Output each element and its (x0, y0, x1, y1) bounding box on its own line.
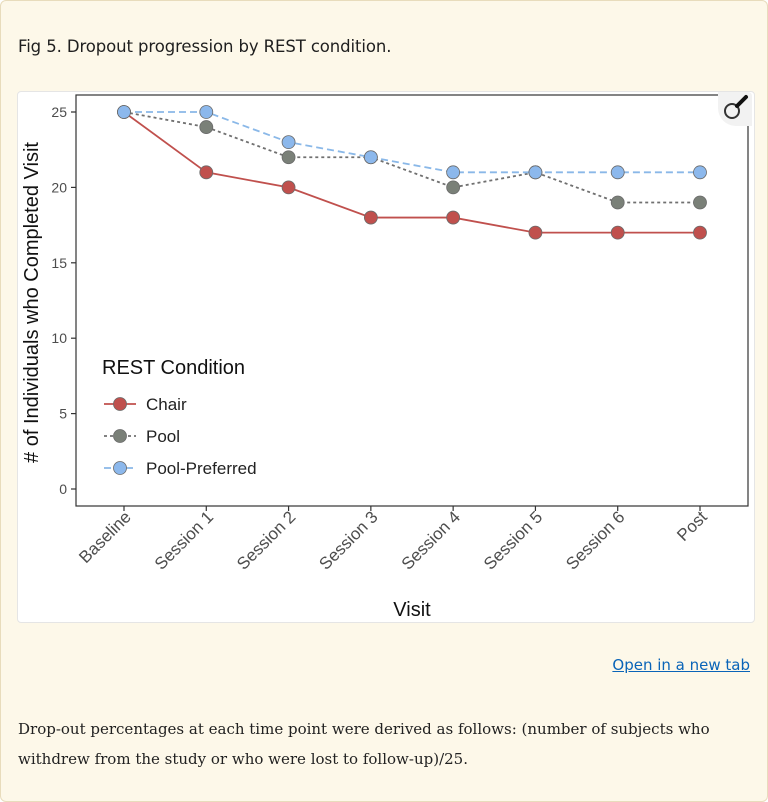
x-tick-label: Session 3 (315, 507, 381, 573)
series-line-chair (123, 111, 700, 234)
x-axis-title: Visit (393, 599, 431, 621)
y-tick-label: 20 (51, 179, 67, 195)
figure-footnote: Drop-out percentages at each time point … (18, 720, 710, 768)
data-point-pool (199, 120, 214, 134)
y-tick-label: 15 (51, 255, 67, 271)
legend-title: REST Condition (102, 357, 245, 379)
data-point-chair (528, 225, 543, 240)
data-point-pool-preferred (281, 135, 296, 150)
data-point-pool-preferred (117, 105, 131, 119)
data-point-chair (281, 180, 296, 195)
x-tick-label: Session 5 (480, 507, 546, 573)
x-tick-label: Session 2 (233, 507, 299, 573)
y-tick-label: 10 (51, 330, 67, 346)
data-point-pool-preferred (199, 105, 214, 119)
x-tick-label: Session 4 (398, 507, 464, 573)
x-tick-label: Baseline (75, 507, 135, 567)
data-point-pool-preferred (363, 150, 378, 165)
magnifier-icon (724, 95, 748, 119)
series-line-pool-preferred (124, 111, 700, 174)
y-tick-label: 0 (59, 481, 67, 497)
figure-caption: Fig 5. Dropout progression by REST condi… (18, 37, 392, 56)
data-point-pool (693, 195, 707, 210)
x-tick-label: Post (673, 507, 711, 545)
legend-label-pool-preferred: Pool-Preferred (146, 459, 257, 478)
data-point-chair (199, 165, 214, 180)
y-tick-label: 5 (59, 406, 67, 422)
x-tick-label: Session 6 (562, 507, 628, 573)
legend-label-chair: Chair (146, 395, 187, 414)
legend-key-point-pool (113, 429, 127, 443)
data-point-chair (610, 225, 625, 240)
legend-key-point-chair (113, 397, 127, 411)
data-point-pool (610, 195, 625, 210)
x-tick-label: Session 1 (151, 507, 217, 573)
plot-panel (75, 94, 749, 507)
figure-image[interactable]: 0 5 10 15 20 25 Baseline Session 1 Session 2 Sess… (17, 91, 755, 623)
open-in-new-tab-link[interactable]: Open in a new tab (612, 656, 750, 674)
data-point-pool-preferred (693, 165, 707, 180)
data-point-pool-preferred (610, 165, 625, 180)
y-axis-title: # of Individuals who Completed Visit (21, 142, 43, 463)
y-tick-label: 25 (51, 104, 67, 120)
data-point-pool-preferred (446, 165, 461, 180)
legend-label-pool: Pool (146, 427, 180, 446)
data-point-pool (281, 150, 296, 165)
legend-key-point-pool-preferred (113, 461, 127, 475)
zoom-button[interactable] (718, 92, 752, 126)
data-point-chair (446, 210, 461, 225)
series-line-pool (123, 111, 700, 204)
data-point-pool-preferred (528, 165, 543, 180)
data-point-pool (446, 180, 461, 195)
data-point-chair (693, 225, 707, 240)
data-point-chair (363, 210, 378, 225)
